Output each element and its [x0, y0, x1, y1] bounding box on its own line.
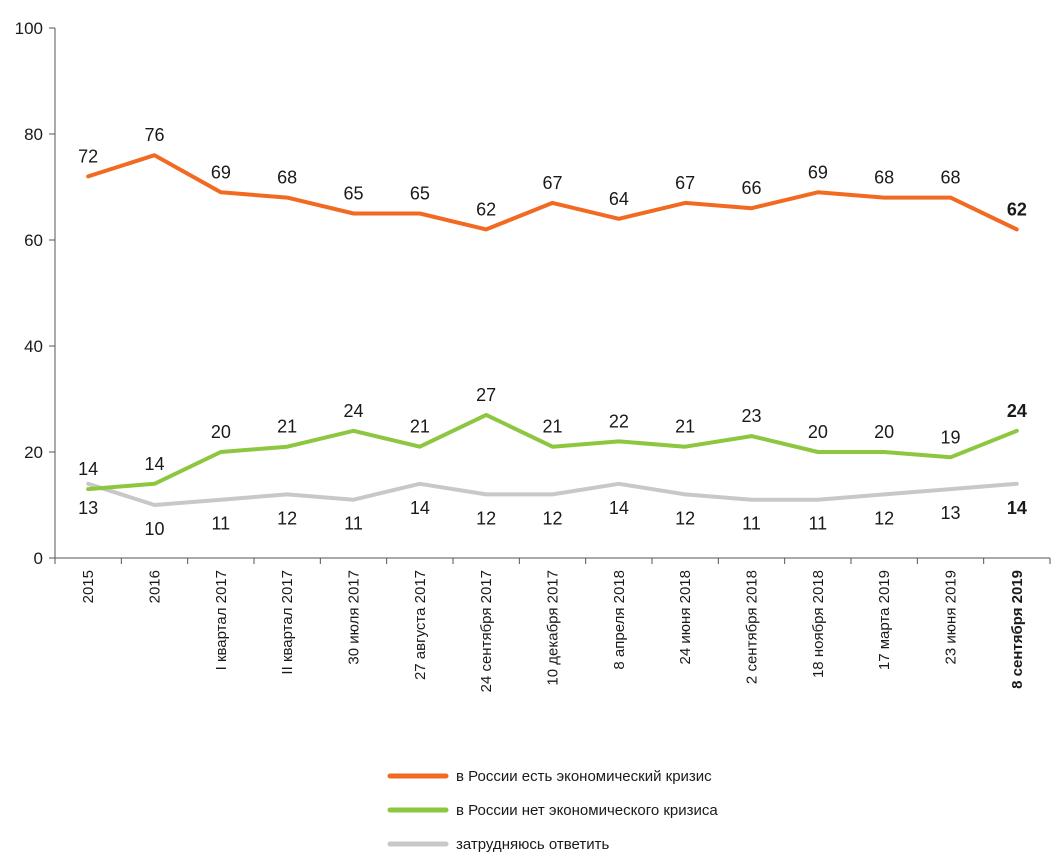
y-tick-label: 100	[15, 19, 43, 38]
x-tick-label: 30 июля 2017	[346, 570, 363, 665]
data-label: 68	[874, 168, 894, 188]
data-label: 11	[742, 514, 761, 534]
data-label: 10	[144, 519, 164, 539]
y-tick-label: 60	[24, 231, 43, 250]
data-label: 12	[476, 508, 496, 528]
data-label: 65	[343, 184, 363, 204]
data-label: 67	[675, 173, 695, 193]
data-label: 24	[343, 401, 363, 421]
data-label: 20	[211, 422, 231, 442]
data-label: 14	[410, 498, 430, 518]
data-label: 23	[741, 406, 761, 426]
x-tick-label: 27 августа 2017	[412, 570, 429, 680]
data-label: 14	[609, 498, 629, 518]
data-label: 27	[476, 385, 496, 405]
data-label: 72	[78, 146, 98, 166]
data-label: 76	[144, 125, 164, 145]
data-label: 65	[410, 184, 430, 204]
data-label: 11	[211, 514, 230, 534]
y-tick-label: 80	[24, 125, 43, 144]
x-tick-label: 8 апреля 2018	[611, 570, 628, 670]
data-label: 24	[1007, 401, 1027, 421]
data-label: 68	[940, 168, 960, 188]
data-label: 20	[874, 422, 894, 442]
x-tick-label: 2 сентября 2018	[744, 570, 761, 684]
data-label: 64	[609, 189, 629, 209]
data-label: 67	[542, 173, 562, 193]
series-line-0	[86, 153, 1019, 232]
data-label: 12	[675, 508, 695, 528]
data-label: 12	[277, 508, 297, 528]
data-label: 14	[78, 459, 98, 479]
data-label: 14	[144, 454, 164, 474]
x-tick-label: 18 ноября 2018	[810, 570, 827, 678]
legend-label: в России есть экономический кризис	[456, 768, 712, 785]
x-tick-label: I квартал 2017	[213, 570, 230, 670]
data-label: 69	[211, 162, 231, 182]
data-label: 13	[940, 503, 960, 523]
x-tick-label: 17 марта 2019	[876, 570, 893, 670]
data-label: 13	[78, 498, 98, 518]
y-tick-label: 20	[24, 443, 43, 462]
data-label: 14	[1007, 498, 1027, 518]
x-tick-label: 2016	[147, 570, 164, 603]
x-tick-label: 2015	[80, 570, 97, 603]
x-tick-label: 23 июня 2019	[943, 570, 960, 664]
legend-label: в России нет экономического кризиса	[456, 802, 718, 819]
data-label: 66	[741, 178, 761, 198]
data-label: 19	[940, 427, 960, 447]
data-label: 69	[808, 162, 828, 182]
data-label: 68	[277, 168, 297, 188]
x-tick-label: 10 декабря 2017	[545, 570, 562, 686]
legend-label: затрудняюсь ответить	[456, 836, 609, 853]
data-labels: 72 76 69 68 65 65 62 67 64 67 66 69 68 68 62 14 14 20 21 24…	[78, 125, 1027, 539]
data-label: 62	[1007, 199, 1027, 219]
x-tick-label: 8 сентября 2019	[1009, 570, 1026, 689]
y-tick-label: 0	[34, 549, 43, 568]
data-label: 11	[344, 514, 363, 534]
data-label: 20	[808, 422, 828, 442]
data-label: 21	[675, 417, 695, 437]
x-tick-label: 24 июня 2018	[677, 570, 694, 664]
series-lines	[86, 153, 1019, 507]
data-label: 21	[410, 417, 430, 437]
data-label: 11	[808, 514, 827, 534]
y-tick-label: 40	[24, 337, 43, 356]
data-label: 21	[542, 417, 562, 437]
series-line-1	[86, 412, 1019, 492]
legend: в России есть экономический кризис в Росс…	[387, 768, 718, 853]
data-label: 62	[476, 199, 496, 219]
series-line-2	[86, 481, 1019, 507]
axes	[54, 28, 1050, 559]
data-label: 12	[542, 508, 562, 528]
data-label: 21	[277, 417, 297, 437]
y-axis-ticks: 0 20 40 60 80 100	[15, 19, 55, 568]
data-label: 22	[609, 411, 629, 431]
x-axis-ticks: 2015 2016 I квартал 2017 II квартал 2017 30 …	[54, 558, 1051, 692]
x-tick-label: II квартал 2017	[279, 570, 296, 675]
data-label: 12	[874, 508, 894, 528]
x-tick-label: 24 сентября 2017	[478, 570, 495, 692]
